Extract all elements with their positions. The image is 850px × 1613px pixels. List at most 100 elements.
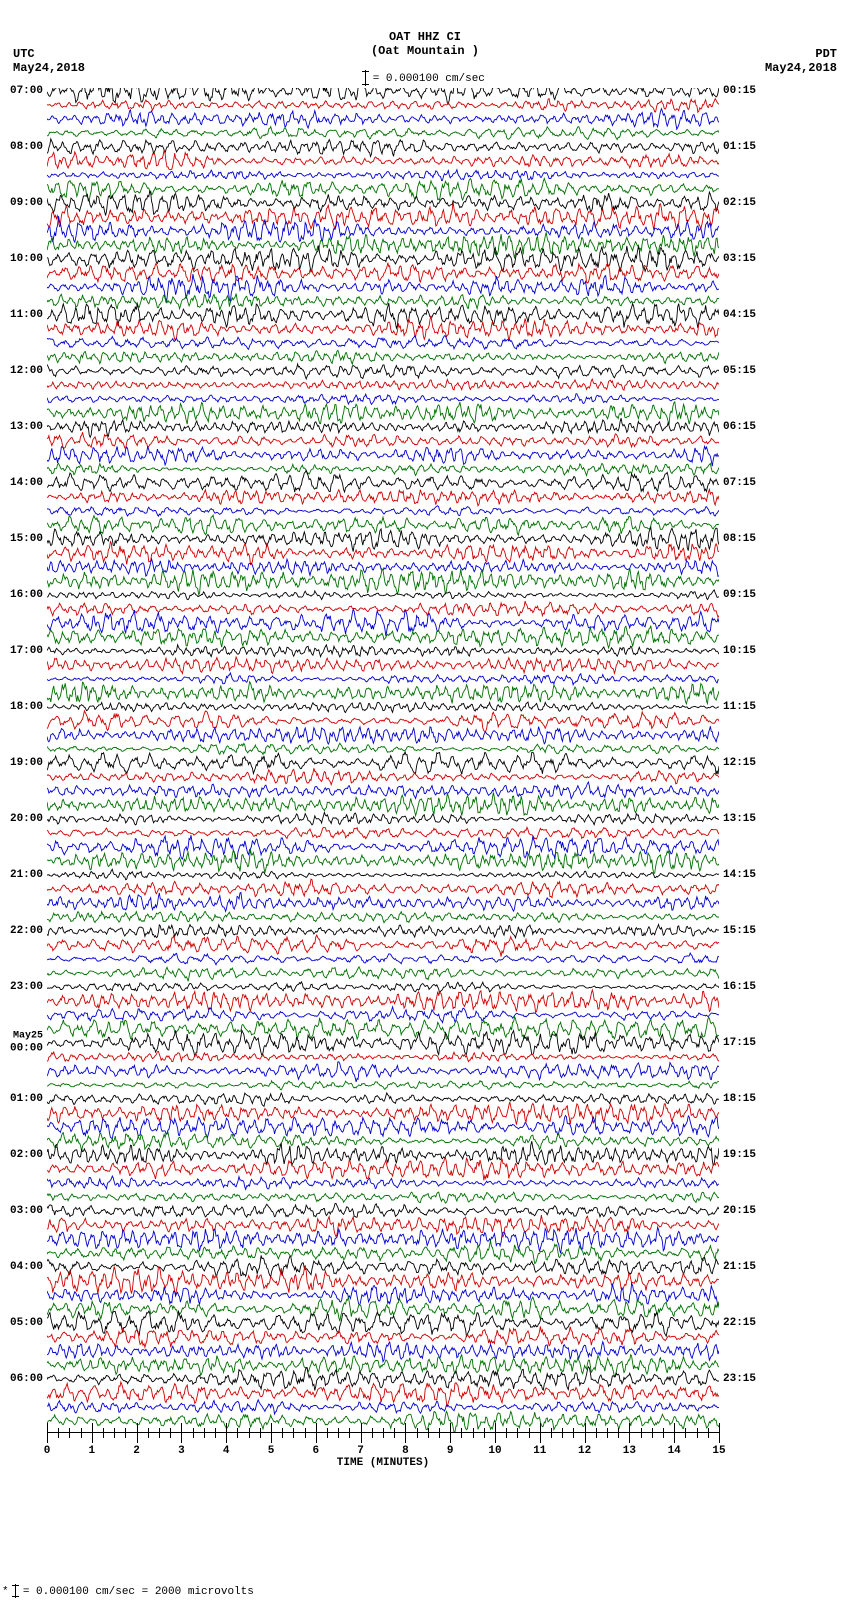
header-right: PDT May24,2018 bbox=[765, 47, 837, 75]
pdt-label: 14:15 bbox=[723, 869, 756, 881]
trace bbox=[47, 935, 719, 957]
pdt-label: 18:15 bbox=[723, 1093, 756, 1105]
trace bbox=[47, 402, 719, 425]
trace bbox=[47, 542, 719, 565]
pdt-label: 12:15 bbox=[723, 757, 756, 769]
seismogram-page: OAT HHZ CI (Oat Mountain ) = 0.000100 cm… bbox=[0, 0, 850, 1613]
trace bbox=[47, 418, 719, 437]
utc-label: 12:00 bbox=[10, 365, 43, 377]
scale-bar-icon bbox=[365, 70, 366, 86]
right-date: May24,2018 bbox=[765, 61, 837, 75]
trace bbox=[47, 879, 719, 898]
pdt-label: 20:15 bbox=[723, 1205, 756, 1217]
utc-label: 11:00 bbox=[10, 309, 43, 321]
trace bbox=[47, 1157, 719, 1180]
x-axis-title: TIME (MINUTES) bbox=[47, 1457, 719, 1469]
trace bbox=[47, 303, 719, 328]
trace bbox=[47, 316, 719, 341]
trace bbox=[47, 191, 719, 215]
trace bbox=[47, 1192, 719, 1203]
trace bbox=[47, 127, 719, 140]
trace bbox=[47, 1102, 719, 1125]
trace bbox=[47, 1093, 719, 1106]
trace bbox=[47, 726, 719, 744]
trace bbox=[47, 246, 719, 273]
trace bbox=[47, 1203, 719, 1217]
pdt-label: 09:15 bbox=[723, 589, 756, 601]
trace bbox=[47, 702, 719, 713]
trace bbox=[47, 379, 719, 390]
pdt-label: 23:15 bbox=[723, 1373, 756, 1385]
trace bbox=[47, 925, 719, 938]
utc-label: 13:00 bbox=[10, 421, 43, 433]
trace bbox=[47, 1355, 719, 1377]
pdt-label: 21:15 bbox=[723, 1261, 756, 1273]
footer-scale-bar-icon bbox=[15, 1584, 16, 1598]
trace bbox=[47, 645, 719, 657]
x-tick-label: 14 bbox=[668, 1445, 681, 1457]
trace bbox=[47, 559, 719, 576]
pdt-hour-labels: 00:1501:1502:1503:1504:1505:1506:1507:15… bbox=[721, 88, 771, 1432]
header-left: UTC May24,2018 bbox=[13, 47, 85, 75]
pdt-label: 06:15 bbox=[723, 421, 756, 433]
pdt-label: 17:15 bbox=[723, 1037, 756, 1049]
trace bbox=[47, 967, 719, 982]
utc-label: 14:00 bbox=[10, 477, 43, 489]
trace bbox=[47, 463, 719, 475]
trace bbox=[47, 232, 719, 258]
trace bbox=[47, 1176, 719, 1189]
trace bbox=[47, 515, 719, 535]
utc-label: 07:00 bbox=[10, 85, 43, 97]
trace bbox=[47, 527, 719, 551]
trace bbox=[47, 294, 719, 311]
x-tick-label: 7 bbox=[357, 1445, 364, 1457]
x-tick-label: 12 bbox=[578, 1445, 591, 1457]
pdt-label: 04:15 bbox=[723, 309, 756, 321]
trace bbox=[47, 1400, 719, 1414]
utc-label: 05:00 bbox=[10, 1317, 43, 1329]
trace bbox=[47, 99, 719, 113]
trace bbox=[47, 768, 719, 785]
x-tick-label: 8 bbox=[402, 1445, 409, 1457]
x-tick-label: 1 bbox=[88, 1445, 95, 1457]
utc-label: 22:00 bbox=[10, 925, 43, 937]
x-tick-label: 11 bbox=[533, 1445, 546, 1457]
utc-label: 23:00 bbox=[10, 981, 43, 993]
station-title: OAT HHZ CI (Oat Mountain ) bbox=[0, 30, 850, 58]
x-tick-label: 13 bbox=[623, 1445, 636, 1457]
trace bbox=[47, 1007, 719, 1023]
station-name: (Oat Mountain ) bbox=[371, 44, 479, 58]
utc-label: 03:00 bbox=[10, 1205, 43, 1217]
x-tick-label: 9 bbox=[447, 1445, 454, 1457]
trace bbox=[47, 673, 719, 685]
pdt-label: 16:15 bbox=[723, 981, 756, 993]
trace bbox=[47, 364, 719, 379]
trace bbox=[47, 489, 719, 505]
utc-label: 04:00 bbox=[10, 1261, 43, 1273]
trace bbox=[47, 1342, 719, 1362]
trace bbox=[47, 601, 719, 617]
x-tick-label: 2 bbox=[133, 1445, 140, 1457]
trace bbox=[47, 892, 719, 911]
utc-label: 09:00 bbox=[10, 197, 43, 209]
left-date: May24,2018 bbox=[13, 61, 85, 75]
trace bbox=[47, 812, 719, 825]
trace bbox=[47, 1051, 719, 1061]
trace bbox=[47, 1215, 719, 1237]
trace bbox=[47, 1017, 719, 1040]
pdt-label: 02:15 bbox=[723, 197, 756, 209]
scale-text: = 0.000100 cm/sec bbox=[373, 73, 485, 85]
trace bbox=[47, 139, 719, 157]
pdt-label: 05:15 bbox=[723, 365, 756, 377]
trace bbox=[47, 109, 719, 130]
utc-hour-labels: 07:0008:0009:0010:0011:0012:0013:0014:00… bbox=[0, 88, 45, 1432]
trace bbox=[47, 1081, 719, 1090]
trace bbox=[47, 711, 719, 732]
utc-label: 17:00 bbox=[10, 645, 43, 657]
pdt-label: 22:15 bbox=[723, 1317, 756, 1329]
trace bbox=[47, 1327, 719, 1348]
footer-scale: * = 0.000100 cm/sec = 2000 microvolts bbox=[2, 1584, 254, 1598]
left-tz: UTC bbox=[13, 47, 35, 61]
trace bbox=[47, 1382, 719, 1407]
pdt-label: 08:15 bbox=[723, 533, 756, 545]
